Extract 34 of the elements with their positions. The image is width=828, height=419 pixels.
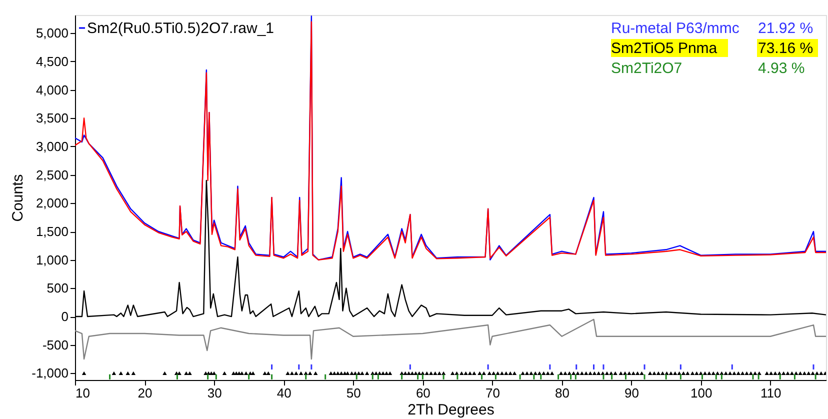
text: Ru-metal P63/mmc: [611, 20, 740, 37]
y-tick-label: -1,000: [32, 366, 68, 381]
y-tick-label: -500: [42, 337, 68, 352]
x-tick-label: 100: [690, 386, 712, 400]
x-axis-title: 2Th Degrees: [408, 402, 494, 418]
y-tick-label: 3,000: [36, 138, 68, 154]
x-tick-label: 80: [555, 386, 570, 400]
x-tick-label: 70: [485, 386, 500, 400]
x-tick-label: 60: [416, 386, 430, 400]
y-axis-title: Counts: [10, 174, 27, 222]
annotation: 73.16 %: [758, 40, 814, 57]
annotation: 4.93 %: [758, 60, 805, 77]
y-tick-label: 500: [46, 280, 68, 296]
y-tick-label: 4,500: [36, 54, 68, 69]
x-tick-label: 10: [76, 386, 90, 400]
x-tick-label: 90: [624, 386, 640, 400]
y-tick-label: 1,000: [36, 252, 68, 268]
y-tick-label: 1,500: [36, 224, 68, 240]
x-tick-label: 110: [760, 386, 782, 400]
annotation: 21.92 %: [758, 20, 814, 37]
y-tick-label: 2,500: [36, 167, 68, 182]
legend-label: Sm2(Ru0.5Ti0.5)2O7.raw_1: [87, 20, 274, 37]
text: Sm2Ti2O7: [611, 60, 682, 77]
x-tick-label: 50: [346, 386, 361, 400]
y-tick-label: 5,000: [36, 26, 68, 41]
x-tick-label: 20: [138, 386, 152, 400]
x-tick-label: 30: [207, 386, 222, 400]
y-tick-label: 2,000: [36, 196, 68, 211]
y-tick-label: 0: [61, 309, 68, 324]
y-tick-label: 3,500: [36, 110, 68, 126]
text: Sm2TiO5 Pnma: [611, 40, 718, 57]
y-tick-label: 4,000: [36, 82, 68, 98]
line-series: [75, 318, 826, 360]
x-tick-label: 40: [276, 386, 292, 400]
